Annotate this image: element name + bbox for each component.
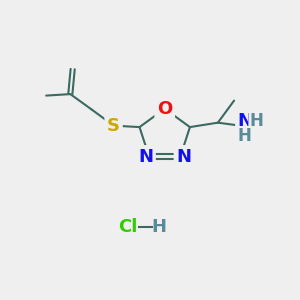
Text: N: N — [138, 148, 153, 166]
Text: O: O — [157, 100, 172, 118]
Text: S: S — [107, 117, 120, 135]
Text: Cl: Cl — [118, 218, 138, 236]
Text: H: H — [151, 218, 166, 236]
Text: H: H — [238, 127, 251, 145]
Text: N: N — [237, 112, 252, 130]
Text: H: H — [249, 112, 263, 130]
Text: N: N — [176, 148, 191, 166]
